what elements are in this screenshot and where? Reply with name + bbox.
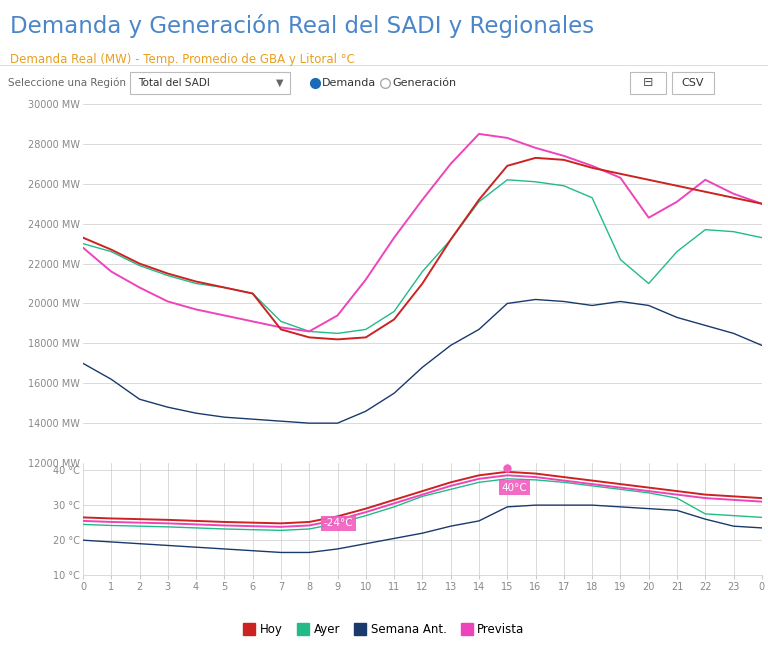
Legend: Hoy, Ayer, Semana Ant., Prevista: Hoy, Ayer, Semana Ant., Prevista: [239, 618, 529, 641]
Text: 40°C: 40°C: [502, 482, 528, 493]
Text: Demanda y Generación Real del SADI y Regionales: Demanda y Generación Real del SADI y Reg…: [10, 14, 594, 38]
Text: -24°C: -24°C: [323, 518, 353, 528]
Bar: [630, 72, 666, 94]
Bar: [672, 72, 714, 94]
Text: ⊟: ⊟: [643, 77, 654, 89]
Text: ▼: ▼: [276, 78, 283, 88]
Text: Seleccione una Región: Seleccione una Región: [8, 77, 126, 88]
Text: CSV: CSV: [682, 78, 704, 88]
Text: Generación: Generación: [392, 78, 456, 88]
Text: Demanda: Demanda: [322, 78, 376, 88]
Text: Demanda Real (MW) - Temp. Promedio de GBA y Litoral °C: Demanda Real (MW) - Temp. Promedio de GB…: [10, 53, 355, 66]
Bar: [130, 72, 290, 94]
Text: Total del SADI: Total del SADI: [138, 78, 210, 88]
